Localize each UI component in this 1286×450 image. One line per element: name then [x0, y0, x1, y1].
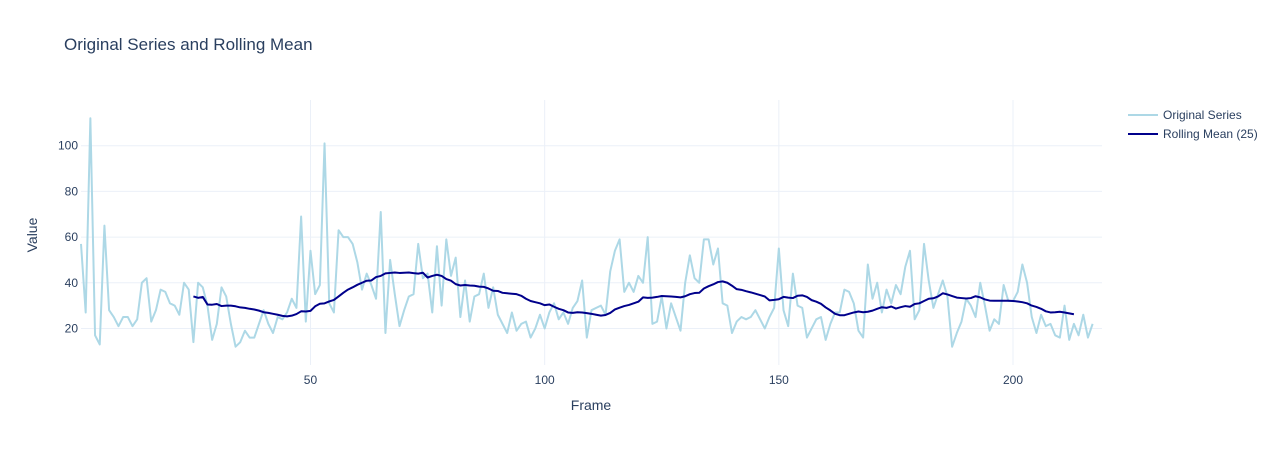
y-tick-label: 100 [58, 139, 78, 153]
y-tick-label: 20 [65, 321, 79, 335]
legend: Original Series Rolling Mean (25) [1128, 108, 1258, 141]
plot-area [80, 117, 1094, 348]
y-tick-label: 40 [65, 276, 79, 290]
x-tick-label: 150 [769, 373, 789, 387]
y-axis-title: Value [24, 217, 40, 252]
y-tick-label: 60 [65, 230, 79, 244]
y-tick-label: 80 [65, 184, 79, 198]
x-tick-label: 200 [1003, 373, 1023, 387]
chart-title: Original Series and Rolling Mean [64, 35, 313, 54]
legend-item-rolling[interactable]: Rolling Mean (25) [1128, 127, 1258, 141]
legend-item-original[interactable]: Original Series [1128, 108, 1242, 122]
legend-label-rolling: Rolling Mean (25) [1163, 127, 1258, 141]
x-axis-title: Frame [571, 397, 612, 413]
rolling-mean-line [193, 271, 1075, 318]
x-axis-ticks: 50 100 150 200 [304, 373, 1024, 387]
gridlines [81, 100, 1102, 365]
y-axis-ticks: 20 40 60 80 100 [58, 139, 78, 336]
x-tick-label: 50 [304, 373, 318, 387]
legend-label-original: Original Series [1163, 108, 1242, 122]
x-tick-label: 100 [535, 373, 555, 387]
original-series-line [80, 117, 1094, 348]
